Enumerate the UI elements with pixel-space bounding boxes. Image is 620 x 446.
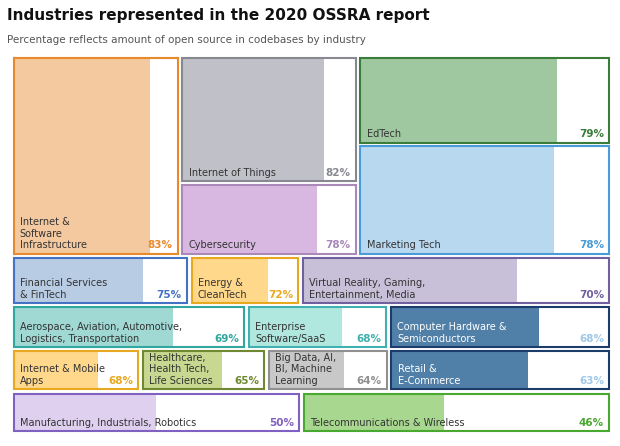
Text: 50%: 50%	[269, 417, 294, 428]
Bar	[360, 58, 609, 143]
Text: Aerospace, Aviation, Automotive,
Logistics, Transportation: Aerospace, Aviation, Automotive, Logisti…	[20, 322, 182, 343]
Text: 68%: 68%	[356, 334, 381, 343]
Bar	[14, 258, 187, 303]
Bar	[249, 306, 386, 347]
Text: Marketing Tech: Marketing Tech	[366, 240, 440, 250]
Text: 82%: 82%	[326, 168, 351, 178]
Text: Internet & Mobile
Apps: Internet & Mobile Apps	[20, 364, 105, 386]
Bar	[192, 258, 298, 303]
Bar	[14, 351, 98, 389]
Bar	[182, 58, 324, 182]
Bar	[14, 58, 177, 254]
Text: Industries represented in the 2020 OSSRA report: Industries represented in the 2020 OSSRA…	[7, 8, 430, 23]
Text: 78%: 78%	[326, 240, 351, 250]
Bar	[182, 58, 356, 182]
Bar	[192, 258, 298, 303]
Bar	[14, 58, 177, 254]
Text: 68%: 68%	[108, 376, 133, 386]
Text: Financial Services
& FinTech: Financial Services & FinTech	[20, 278, 107, 300]
Bar	[360, 58, 557, 143]
Bar	[304, 394, 445, 431]
Bar	[304, 394, 609, 431]
Bar	[182, 58, 356, 182]
Text: Telecommunications & Wireless: Telecommunications & Wireless	[310, 417, 464, 428]
Bar	[303, 258, 609, 303]
Text: Energy &
CleanTech: Energy & CleanTech	[198, 278, 247, 300]
Bar	[14, 351, 138, 389]
Bar	[143, 351, 222, 389]
Bar	[143, 351, 265, 389]
Text: Internet &
Software
Infrastructure: Internet & Software Infrastructure	[20, 217, 87, 250]
Text: Healthcare,
Health Tech,
Life Sciences: Healthcare, Health Tech, Life Sciences	[149, 353, 213, 386]
Bar	[269, 351, 344, 389]
Text: Computer Hardware &
Semiconductors: Computer Hardware & Semiconductors	[397, 322, 507, 343]
Bar	[14, 258, 187, 303]
Bar	[182, 185, 356, 254]
Bar	[14, 58, 149, 254]
Bar	[14, 351, 138, 389]
Text: Big Data, AI,
BI, Machine
Learning: Big Data, AI, BI, Machine Learning	[275, 353, 337, 386]
Text: 78%: 78%	[579, 240, 604, 250]
Text: Virtual Reality, Gaming,
Entertainment, Media: Virtual Reality, Gaming, Entertainment, …	[309, 278, 425, 300]
Bar	[14, 394, 156, 431]
Text: Cybersecurity: Cybersecurity	[188, 240, 257, 250]
Bar	[391, 351, 609, 389]
Bar	[391, 306, 609, 347]
Bar	[303, 258, 517, 303]
Bar	[360, 58, 609, 143]
Bar	[360, 146, 609, 254]
Bar	[360, 146, 609, 254]
Text: Percentage reflects amount of open source in codebases by industry: Percentage reflects amount of open sourc…	[7, 35, 366, 45]
Text: Internet of Things: Internet of Things	[188, 168, 275, 178]
Bar	[182, 185, 356, 254]
Bar	[14, 394, 299, 431]
Bar	[269, 351, 387, 389]
Text: Manufacturing, Industrials, Robotics: Manufacturing, Industrials, Robotics	[20, 417, 196, 428]
Text: 83%: 83%	[148, 240, 173, 250]
Text: 63%: 63%	[579, 376, 604, 386]
Bar	[249, 306, 342, 347]
Text: 46%: 46%	[579, 417, 604, 428]
Text: 68%: 68%	[579, 334, 604, 343]
Text: 64%: 64%	[356, 376, 382, 386]
Bar	[182, 185, 317, 254]
Bar	[249, 306, 386, 347]
Text: 72%: 72%	[268, 289, 293, 300]
Text: Enterprise
Software/SaaS: Enterprise Software/SaaS	[255, 322, 326, 343]
Bar	[14, 306, 173, 347]
Bar	[14, 258, 143, 303]
Bar	[14, 306, 244, 347]
Bar	[391, 306, 609, 347]
Bar	[143, 351, 265, 389]
Bar	[192, 258, 268, 303]
Text: 69%: 69%	[215, 334, 239, 343]
Text: EdTech: EdTech	[366, 129, 401, 139]
Bar	[391, 351, 609, 389]
Text: 75%: 75%	[157, 289, 182, 300]
Text: 65%: 65%	[234, 376, 260, 386]
Bar	[391, 306, 539, 347]
Bar	[391, 351, 528, 389]
Bar	[14, 394, 299, 431]
Bar	[360, 146, 554, 254]
Text: Retail &
E-Commerce: Retail & E-Commerce	[397, 364, 460, 386]
Bar	[269, 351, 387, 389]
Bar	[304, 394, 609, 431]
Text: 70%: 70%	[579, 289, 604, 300]
Text: 79%: 79%	[579, 129, 604, 139]
Bar	[14, 306, 244, 347]
Bar	[303, 258, 609, 303]
